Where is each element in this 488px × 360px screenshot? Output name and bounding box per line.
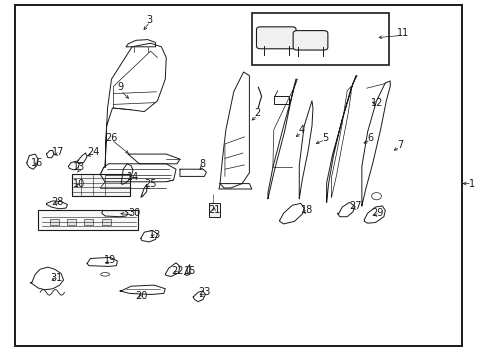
- Text: 25: 25: [143, 179, 156, 189]
- Bar: [251, 13, 388, 65]
- Text: 12: 12: [370, 98, 383, 108]
- Bar: [84, 219, 93, 225]
- Text: 17: 17: [51, 147, 64, 157]
- FancyBboxPatch shape: [292, 31, 327, 50]
- Text: 30: 30: [128, 208, 141, 218]
- Text: 1: 1: [468, 179, 474, 189]
- Text: 10: 10: [73, 179, 85, 189]
- Text: 31: 31: [50, 273, 62, 283]
- Bar: [273, 96, 288, 104]
- Text: 6: 6: [367, 132, 373, 143]
- Text: 2: 2: [254, 108, 260, 118]
- Text: 5: 5: [322, 132, 327, 143]
- Polygon shape: [264, 30, 287, 46]
- FancyBboxPatch shape: [256, 27, 295, 49]
- Text: 23: 23: [198, 287, 210, 297]
- Text: 18: 18: [300, 204, 313, 215]
- Text: 8: 8: [200, 159, 205, 169]
- Bar: [67, 219, 76, 225]
- Text: 7: 7: [396, 140, 402, 150]
- Text: 22: 22: [170, 266, 183, 276]
- Text: 19: 19: [103, 255, 116, 265]
- Text: 14: 14: [126, 172, 139, 182]
- Text: 27: 27: [349, 201, 362, 211]
- Text: 26: 26: [105, 132, 118, 143]
- Text: 21: 21: [207, 204, 220, 215]
- Text: 9: 9: [118, 82, 123, 92]
- Text: 24: 24: [87, 147, 100, 157]
- Text: 13: 13: [149, 230, 162, 240]
- Bar: [72, 174, 130, 196]
- Text: 13: 13: [73, 162, 85, 172]
- Polygon shape: [301, 33, 319, 47]
- Text: 15: 15: [183, 266, 196, 276]
- Bar: [50, 219, 59, 225]
- Text: 20: 20: [135, 291, 148, 301]
- Bar: [102, 219, 110, 225]
- Bar: [38, 210, 138, 230]
- Text: 29: 29: [370, 208, 383, 218]
- Text: 16: 16: [30, 158, 43, 168]
- Bar: [209, 203, 220, 217]
- Text: 4: 4: [298, 125, 304, 135]
- Text: 11: 11: [396, 28, 409, 38]
- Text: 28: 28: [51, 197, 64, 207]
- Text: 3: 3: [146, 15, 152, 25]
